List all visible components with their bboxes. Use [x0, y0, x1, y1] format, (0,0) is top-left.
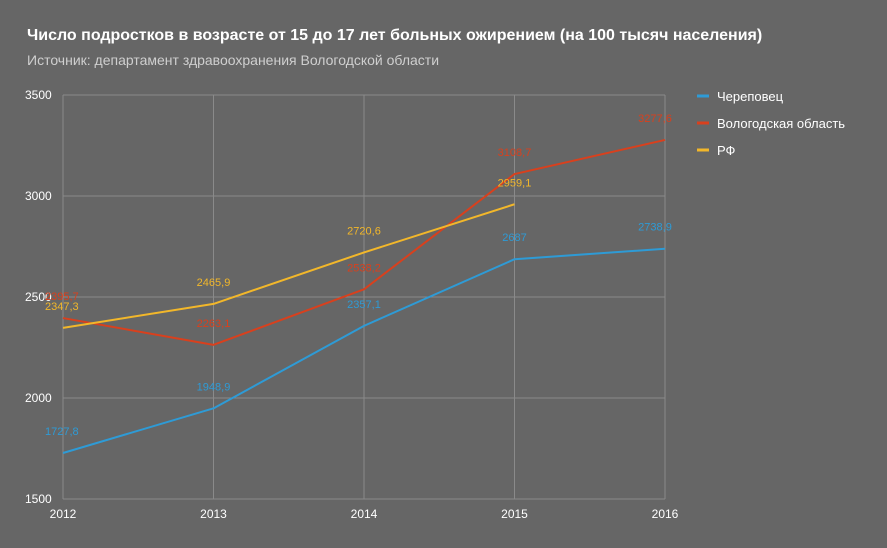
- y-tick-label: 2500: [25, 290, 52, 304]
- data-label: 2395,7: [45, 291, 79, 303]
- y-tick-label: 3500: [25, 88, 52, 102]
- data-label: 2465,9: [197, 277, 231, 289]
- x-tick-label: 2013: [200, 507, 227, 521]
- data-label: 2687: [502, 232, 526, 244]
- data-label: 1948,9: [197, 381, 231, 393]
- series-line: [62, 203, 515, 329]
- series-line: [62, 138, 666, 346]
- data-label: 2263,1: [197, 318, 231, 330]
- data-label: 2720,6: [347, 225, 381, 237]
- y-tick-label: 3000: [25, 189, 52, 203]
- y-tick-label: 1500: [25, 492, 52, 506]
- legend-item: РФ: [717, 143, 736, 158]
- chart-subtitle: Источник: департамент здравоохранения Во…: [27, 52, 440, 68]
- data-label: 2738,9: [638, 222, 672, 234]
- legend-item: Вологодская область: [717, 116, 845, 131]
- x-tick-label: 2012: [50, 507, 77, 521]
- y-tick-label: 2000: [25, 391, 52, 405]
- data-label: 3108,7: [498, 147, 532, 159]
- data-label: 2347,3: [45, 301, 79, 313]
- data-label: 1727,8: [45, 426, 79, 438]
- x-tick-label: 2014: [351, 507, 378, 521]
- data-label: 2538,2: [347, 262, 381, 274]
- data-label: 3277,6: [638, 113, 672, 125]
- chart-title: Число подростков в возрасте от 15 до 17 …: [27, 27, 763, 44]
- series-line: [62, 247, 666, 454]
- data-label: 2959,1: [498, 177, 532, 189]
- legend-item: Череповец: [717, 89, 784, 104]
- x-tick-label: 2016: [652, 507, 679, 521]
- data-label: 2357,1: [347, 299, 381, 311]
- x-tick-label: 2015: [501, 507, 528, 521]
